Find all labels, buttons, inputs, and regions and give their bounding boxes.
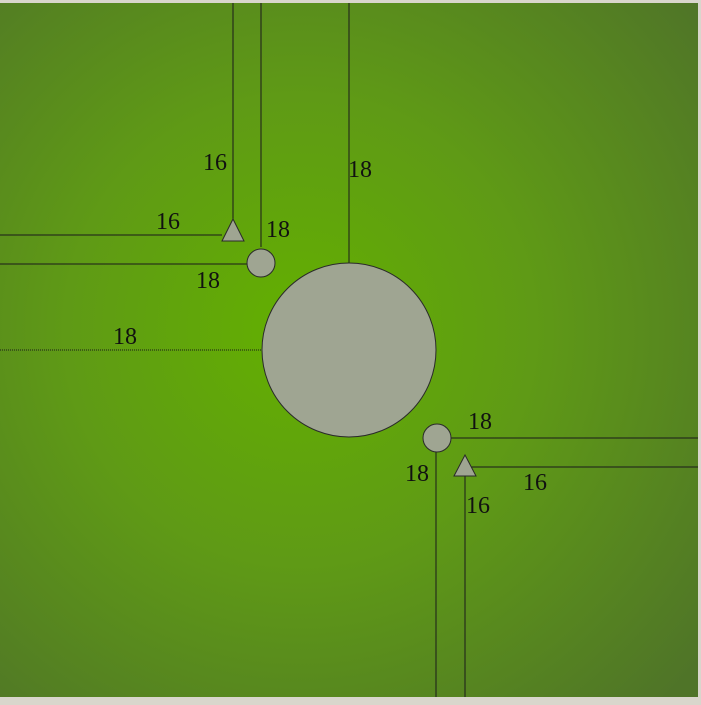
label-center-left: 18 <box>113 324 137 350</box>
label-upper-triangle-vertical: 16 <box>203 150 227 176</box>
label-lower-circle-left: 18 <box>405 461 429 487</box>
label-lower-triangle-below: 16 <box>466 493 490 519</box>
label-lower-circle-top: 18 <box>468 409 492 435</box>
label-upper-circle-right: 18 <box>266 217 290 243</box>
leader-lines <box>0 3 698 697</box>
label-top-vertical: 18 <box>348 157 372 183</box>
upper-small-circle <box>246 248 276 278</box>
label-upper-circle-left: 18 <box>196 268 220 294</box>
lower-small-circle <box>422 423 452 453</box>
upper-triangle-marker <box>221 217 245 242</box>
label-upper-triangle-horizontal: 16 <box>156 209 180 235</box>
lower-triangle-marker <box>453 453 477 477</box>
center-large-circle <box>261 262 437 438</box>
label-lower-triangle-right: 16 <box>523 470 547 496</box>
